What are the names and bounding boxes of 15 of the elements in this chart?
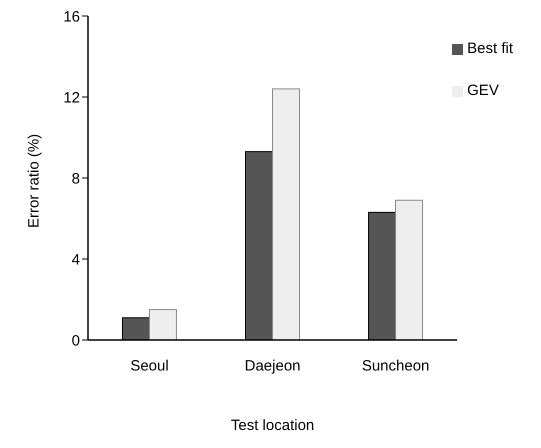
legend-label: GEV <box>467 82 499 99</box>
x-tick-label: Daejeon <box>244 358 301 375</box>
y-axis-title: Error ratio (%) <box>25 134 42 228</box>
legend-label: Best fit <box>467 40 513 57</box>
bar <box>395 200 424 340</box>
y-tick-label: 8 <box>72 170 80 188</box>
y-tick-label: 4 <box>72 251 80 268</box>
x-axis-title: Test location <box>230 417 314 434</box>
y-tick-label: 12 <box>63 89 80 106</box>
x-tick-label: Suncheon <box>362 358 430 375</box>
y-tick-label: 16 <box>63 8 80 26</box>
bar <box>272 88 300 340</box>
y-tick-label: 0 <box>72 332 80 350</box>
bar <box>148 309 177 340</box>
x-tick-label: Seoul <box>130 358 169 375</box>
